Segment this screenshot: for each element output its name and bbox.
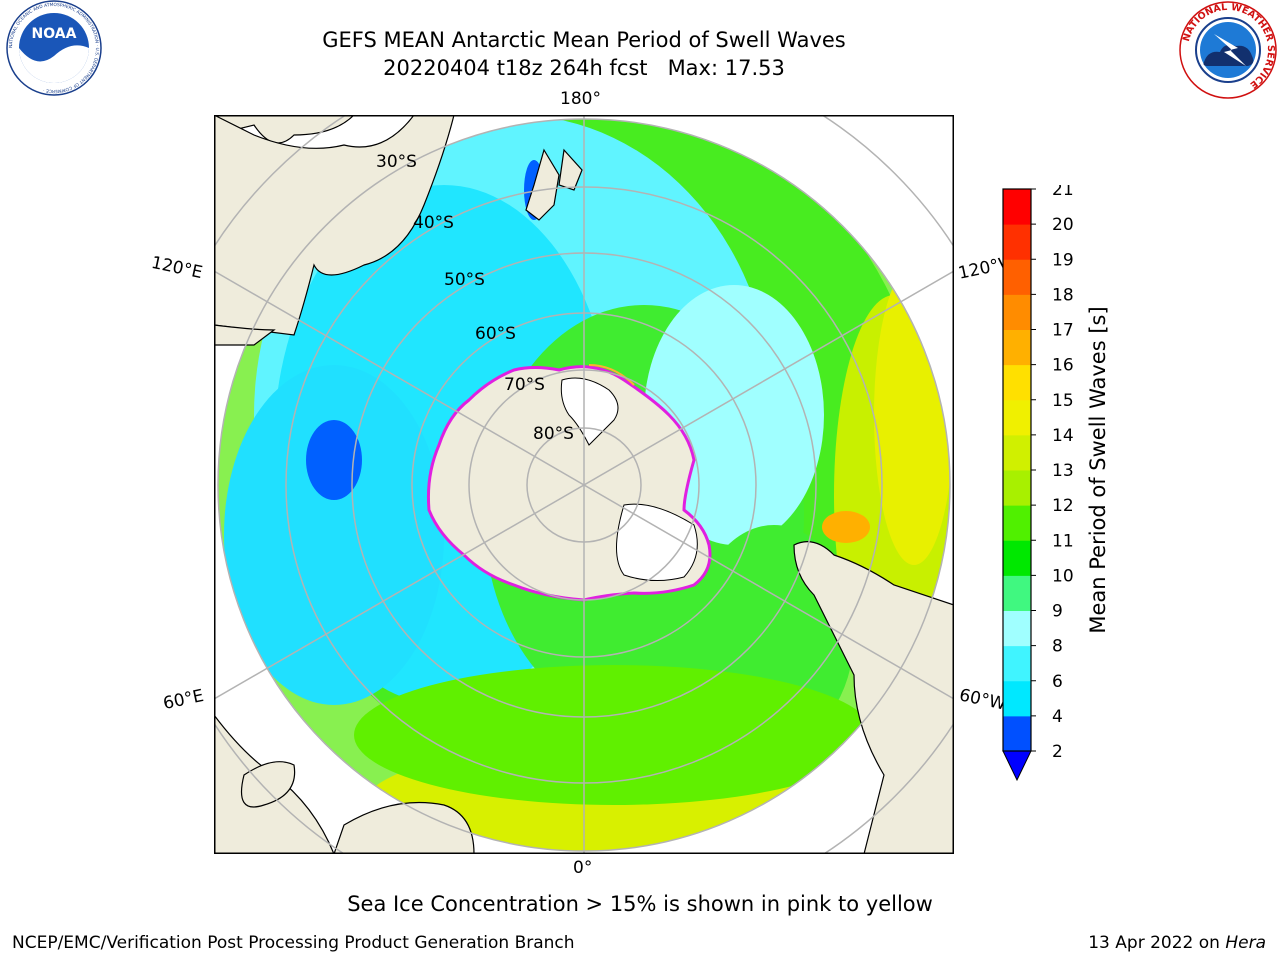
colorbar: 2 4 6 8 9 10 11 12 13 14 15 16 17 18 19 20 21 <box>1002 185 1074 782</box>
colorbar-band <box>1003 294 1031 330</box>
colorbar-band <box>1003 610 1031 647</box>
lon-label-60e: 60°E <box>161 685 206 715</box>
sea-ice-note: Sea Ice Concentration > 15% is shown in … <box>347 892 933 916</box>
colorbar-tick-label: 17 <box>1052 321 1074 341</box>
noaa-logo-text: NOAA <box>32 26 77 42</box>
colorbar-band <box>1003 470 1031 506</box>
colorbar-tick-label: 8 <box>1052 637 1063 657</box>
colorbar-tick-label: 12 <box>1052 496 1074 516</box>
colorbar-band <box>1003 680 1031 717</box>
colorbar-tick-label: 9 <box>1052 602 1063 622</box>
chart-subtitle: 20220404 t18z 264h fcst Max: 17.53 <box>383 56 785 80</box>
colorbar-band <box>1003 399 1031 436</box>
footer-date: 13 Apr 2022 on Hera <box>1088 932 1266 954</box>
colorbar-tick-label: 21 <box>1052 185 1074 200</box>
graticule <box>214 115 954 854</box>
colorbar-band <box>1003 505 1031 541</box>
lat-label-80s: 80°S <box>533 424 574 444</box>
footer-date-text: 13 Apr 2022 on <box>1088 933 1220 953</box>
colorbar-band <box>1003 259 1031 295</box>
colorbar-band <box>1003 434 1031 471</box>
colorbar-band <box>1003 645 1031 682</box>
colorbar-band <box>1003 575 1031 611</box>
colorbar-tick-label: 13 <box>1052 461 1074 481</box>
colorbar-band <box>1003 329 1031 366</box>
colorbar-tick-label: 6 <box>1052 672 1063 692</box>
colorbar-tick-label: 10 <box>1052 566 1074 586</box>
colorbar-band <box>1003 224 1031 260</box>
colorbar-band <box>1003 540 1031 576</box>
lat-label-40s: 40°S <box>413 213 454 233</box>
colorbar-tick-label: 20 <box>1052 215 1074 235</box>
colorbar-tick-label: 19 <box>1052 250 1074 270</box>
noaa-logo-icon: NOAA NATIONAL OCEANIC AND ATMOSPHERIC AD… <box>6 0 102 96</box>
colorbar-tick-label: 4 <box>1052 707 1063 727</box>
colorbar-tick-label: 11 <box>1052 531 1074 551</box>
lat-label-50s: 50°S <box>444 270 485 290</box>
lon-label-120e: 120°E <box>149 252 205 284</box>
lat-label-30s: 30°S <box>376 152 417 172</box>
polar-map <box>214 115 954 854</box>
nws-logo-icon: NATIONAL WEATHER SERVICE <box>1179 1 1277 99</box>
colorbar-tick-label: 15 <box>1052 391 1074 411</box>
chart-title: GEFS MEAN Antarctic Mean Period of Swell… <box>322 28 846 52</box>
footer-credit: NCEP/EMC/Verification Post Processing Pr… <box>12 933 575 953</box>
lat-label-60s: 60°S <box>475 324 516 344</box>
footer-machine: Hera <box>1225 933 1266 953</box>
colorbar-band <box>1003 364 1031 401</box>
lon-label-0: 0° <box>573 858 593 878</box>
colorbar-band <box>1003 189 1031 225</box>
lat-label-70s: 70°S <box>504 375 545 395</box>
colorbar-band <box>1003 715 1031 752</box>
colorbar-tick-label: 16 <box>1052 356 1074 376</box>
lon-label-180: 180° <box>560 89 601 109</box>
colorbar-title: Mean Period of Swell Waves [s] <box>1086 306 1110 634</box>
colorbar-tick-label: 18 <box>1052 285 1074 305</box>
colorbar-tick-label: 14 <box>1052 426 1074 446</box>
colorbar-tick-label: 2 <box>1052 742 1063 762</box>
colorbar-extend-arrow <box>1002 750 1032 782</box>
